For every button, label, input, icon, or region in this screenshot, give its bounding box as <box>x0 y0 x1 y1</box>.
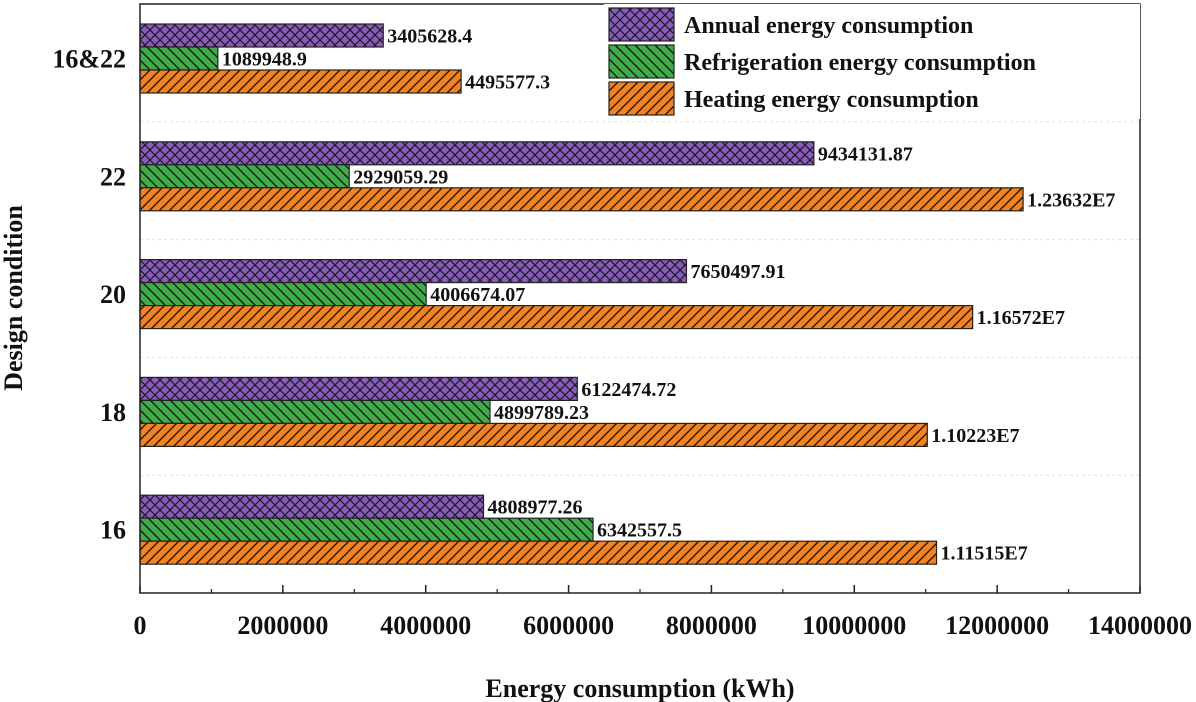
bar-16-series-0 <box>139 494 485 519</box>
y-axis-category-labels: 16 18 20 22 16&22 <box>52 45 126 545</box>
bar-20-series-0 <box>139 259 688 284</box>
legend-label-2: Heating energy consumption <box>684 87 979 113</box>
data-label: 4899789.23 <box>494 402 589 424</box>
bar-20-series-2 <box>139 305 974 330</box>
x-tick-label: 8000000 <box>666 611 757 640</box>
legend-label-1: Refrigeration energy consumption <box>684 50 1036 76</box>
bar-22-series-1 <box>139 164 350 189</box>
legend: Annual energy consumption Refrigeration e… <box>604 4 1140 119</box>
data-label: 1089948.9 <box>222 49 307 71</box>
x-axis-ticks <box>139 585 1141 593</box>
legend-swatch-1 <box>608 44 675 79</box>
legend-label-0: Annual energy consumption <box>684 13 973 39</box>
legend-swatch-0 <box>608 7 675 42</box>
bar-20-series-1 <box>139 282 427 307</box>
data-label: 1.10223E7 <box>931 425 1019 447</box>
bar-16&22-series-1 <box>139 46 219 71</box>
y-axis-title: Design condition <box>0 205 28 391</box>
category-label: 20 <box>100 280 126 309</box>
data-label: 6122474.72 <box>581 379 676 401</box>
legend-background <box>604 4 1140 119</box>
x-axis-title: Energy consumption (kWh) <box>485 674 794 702</box>
data-label: 4495577.3 <box>465 72 550 94</box>
data-label: 2929059.29 <box>353 166 448 188</box>
x-axis-tick-labels: 0 2000000 4000000 6000000 8000000 10000000 120… <box>134 611 1193 640</box>
category-label: 22 <box>100 162 126 191</box>
data-labels: 4808977.26 6342557.5 1.11515E7 6122474.7248… <box>222 26 1116 565</box>
data-label: 1.23632E7 <box>1027 189 1115 211</box>
bar-22-series-2 <box>139 187 1024 212</box>
bar-16-series-2 <box>139 540 938 565</box>
bars <box>139 23 1024 565</box>
bar-16&22-series-0 <box>139 23 384 48</box>
x-tick-label: 14000000 <box>1088 611 1192 640</box>
data-label: 7650497.91 <box>690 261 785 283</box>
legend-swatch-2 <box>608 81 675 116</box>
bar-22-series-0 <box>139 141 815 166</box>
bar-18-series-0 <box>139 376 578 401</box>
bar-16-series-1 <box>139 517 594 542</box>
x-tick-label: 12000000 <box>945 611 1049 640</box>
x-tick-label: 2000000 <box>237 611 328 640</box>
category-label: 16&22 <box>52 45 126 74</box>
bar-16&22-series-2 <box>139 69 462 94</box>
category-label: 18 <box>100 398 126 427</box>
data-label: 4006674.07 <box>430 284 525 306</box>
bar-18-series-1 <box>139 399 491 424</box>
x-tick-label: 10000000 <box>802 611 906 640</box>
data-label: 3405628.4 <box>387 26 472 48</box>
x-tick-label: 4000000 <box>380 611 471 640</box>
x-tick-label: 6000000 <box>523 611 614 640</box>
data-label: 9434131.87 <box>818 143 913 165</box>
data-label: 1.16572E7 <box>977 307 1065 329</box>
data-label: 6342557.5 <box>597 520 682 542</box>
bar-18-series-2 <box>139 422 928 447</box>
data-label: 1.11515E7 <box>941 543 1028 565</box>
category-label: 16 <box>100 516 126 545</box>
x-tick-label: 0 <box>134 611 147 640</box>
data-label: 4808977.26 <box>487 497 582 519</box>
gridlines <box>140 121 1140 476</box>
